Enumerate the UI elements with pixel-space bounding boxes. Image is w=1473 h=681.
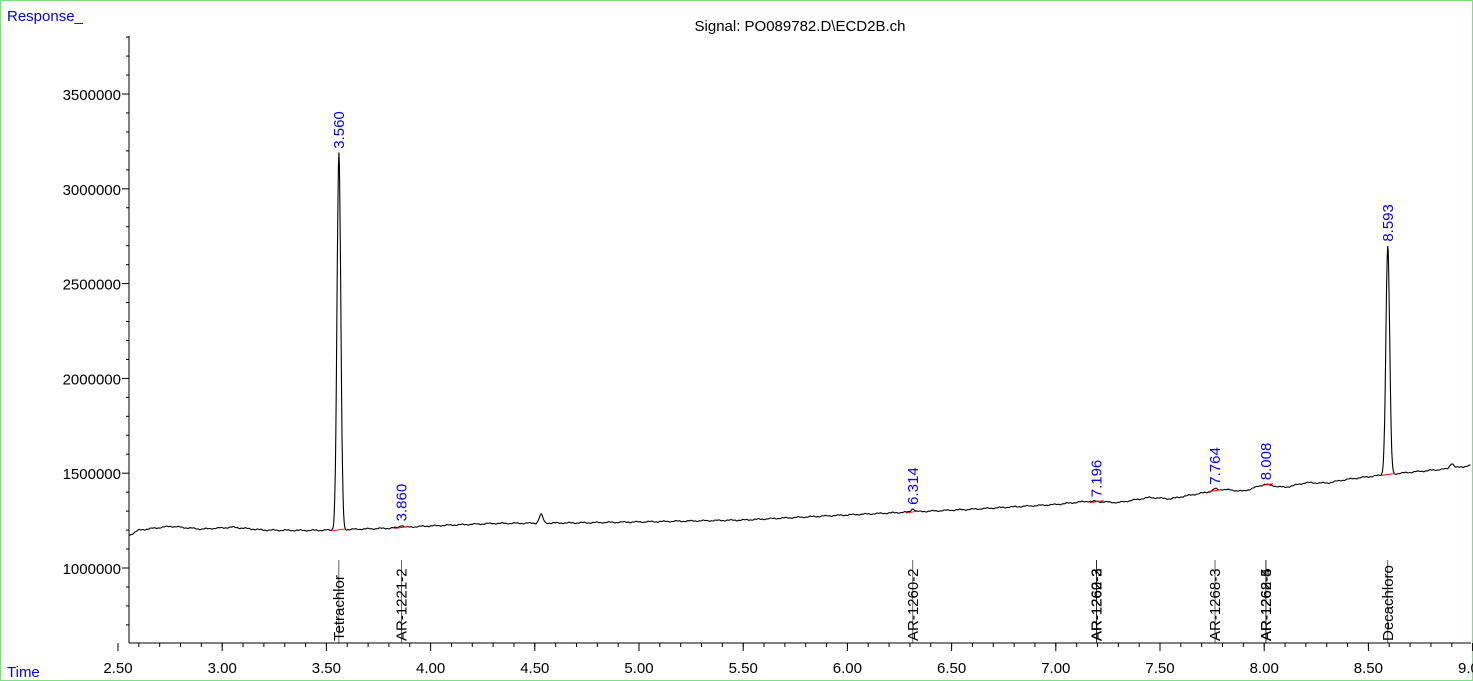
x-tick-label: 3.00: [208, 660, 237, 677]
x-tick-label: 5.00: [624, 660, 653, 677]
peak-label: 8.593: [1380, 204, 1397, 242]
marks-layer: 3.560 3.860 6.314 7.196 7.764 8.008 8.593 Tetra…: [331, 111, 1397, 643]
x-tick-label: 4.50: [520, 660, 549, 677]
compound-label: AR-1268-3: [1207, 568, 1224, 641]
peak-label: 3.860: [393, 484, 410, 522]
peak-baseline-mark: [1258, 483, 1273, 487]
peak-label: 7.764: [1207, 447, 1224, 485]
peak-baseline-mark: [394, 526, 409, 529]
x-axis-label: Time: [7, 664, 40, 681]
y-tick-label: 3000000: [63, 182, 121, 199]
compound-label: AR-1262-4: [1258, 568, 1275, 641]
x-tick-label: 7.00: [1041, 660, 1070, 677]
x-tick-label: 8.00: [1250, 660, 1279, 677]
y-tick-label: 1000000: [63, 561, 121, 578]
x-tick-label: 2.50: [103, 660, 132, 677]
signal-trace: [129, 152, 1471, 537]
peak-baseline-mark: [1380, 473, 1395, 477]
compound-label: AR-1268-5: [1258, 568, 1275, 641]
trace-layer: [129, 152, 1471, 537]
y-tick-label: 3500000: [63, 87, 121, 104]
peak-label: 6.314: [905, 467, 922, 505]
y-tick-label: 1500000: [63, 466, 121, 483]
peak-label: 3.560: [331, 111, 348, 149]
x-tick-label: 5.50: [729, 660, 758, 677]
peak-label: 7.196: [1089, 460, 1106, 498]
x-tick-label: 4.00: [416, 660, 445, 677]
compound-label: AR-1260-2: [905, 568, 922, 641]
compound-label: AR-1262-2: [1089, 568, 1106, 641]
x-tick-label: 9.00: [1458, 660, 1473, 677]
x-tick-label: 8.50: [1354, 660, 1383, 677]
compound-label: Decachloro: [1380, 565, 1397, 641]
y-axis-label: Response_: [7, 8, 84, 25]
x-tick-label: 6.50: [937, 660, 966, 677]
chart-title: Signal: PO089782.D\ECD2B.ch: [695, 18, 906, 35]
compound-label: AR-1262-3: [1089, 568, 1106, 641]
peak-baseline-mark: [905, 510, 920, 514]
peak-baseline-mark: [1089, 500, 1104, 504]
compound-label: AR-1260-3: [1089, 568, 1106, 641]
compound-label: AR-1221-2: [393, 568, 410, 641]
peak-baseline-mark: [1207, 489, 1223, 493]
x-tick-label: 3.50: [312, 660, 341, 677]
x-tick-label: 6.00: [833, 660, 862, 677]
compound-label: AR-1262-5: [1258, 568, 1275, 641]
compound-label: Tetrachlor: [331, 575, 348, 641]
peak-baseline-mark: [331, 528, 346, 532]
axes: 1000000 1500000 2000000 2500000 3000000 35000…: [63, 36, 1473, 677]
x-tick-label: 7.50: [1145, 660, 1174, 677]
y-tick-label: 2500000: [63, 277, 121, 294]
peak-label: 8.008: [1258, 443, 1275, 481]
y-tick-label: 2000000: [63, 371, 121, 388]
